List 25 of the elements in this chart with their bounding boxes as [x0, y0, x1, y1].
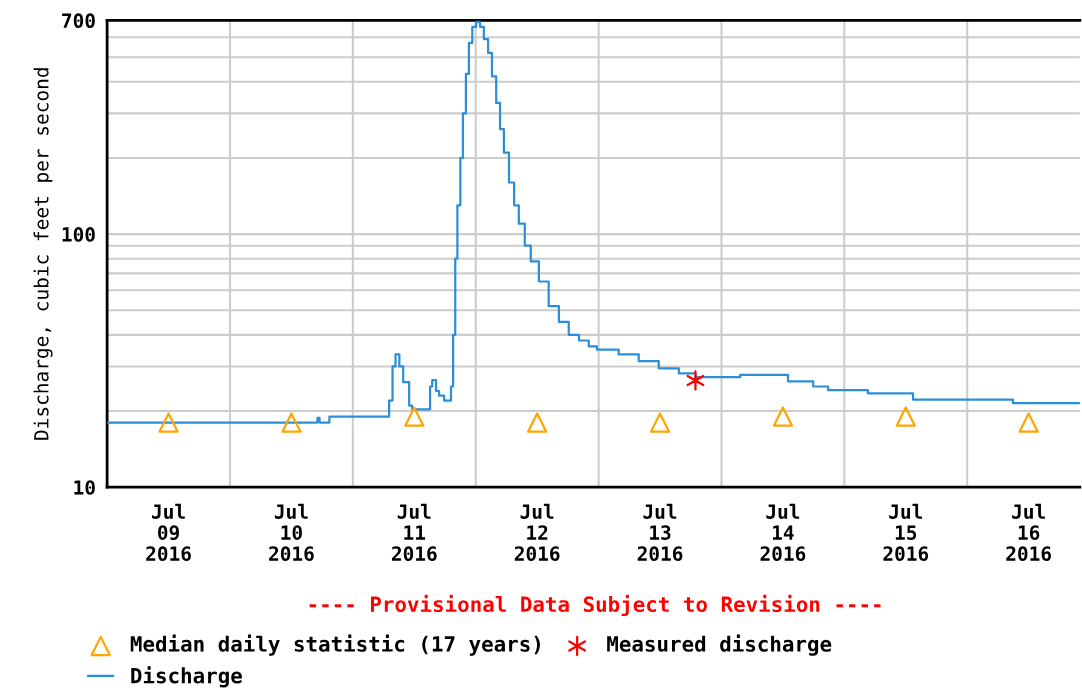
y-tick-label: 100 [62, 227, 95, 242]
legend-label: Measured discharge [607, 634, 832, 656]
point [158, 412, 179, 433]
point [527, 412, 548, 433]
x-tick-label: Jul 10 2016 [269, 503, 314, 562]
x-tick-label: Jul 12 2016 [514, 503, 560, 562]
x-tick-label: Jul 16 2016 [1006, 503, 1051, 562]
legend-label: Median daily statistic (17 years) [130, 634, 540, 656]
point [281, 412, 302, 433]
point [1018, 412, 1039, 433]
point [895, 406, 916, 427]
x-tick-label: Jul 09 2016 [146, 503, 191, 562]
point [404, 406, 425, 427]
y-tick-label: 700 [62, 13, 95, 28]
y-axis-title: Discharge, cubic feet per second [33, 68, 53, 440]
text: ---- Provisional Data Subject to Revision ---- [309, 594, 881, 617]
point [772, 406, 794, 427]
point [649, 412, 671, 433]
point [686, 370, 705, 391]
x-tick-label: Jul 13 2016 [637, 503, 683, 562]
y-tick-label: 10 [74, 480, 95, 495]
legend-label: Discharge [131, 666, 242, 688]
x-tick-label: Jul 14 2016 [760, 503, 806, 562]
x-tick-label: Jul 11 2016 [391, 503, 437, 562]
x-tick-label: Jul 15 2016 [883, 503, 929, 562]
